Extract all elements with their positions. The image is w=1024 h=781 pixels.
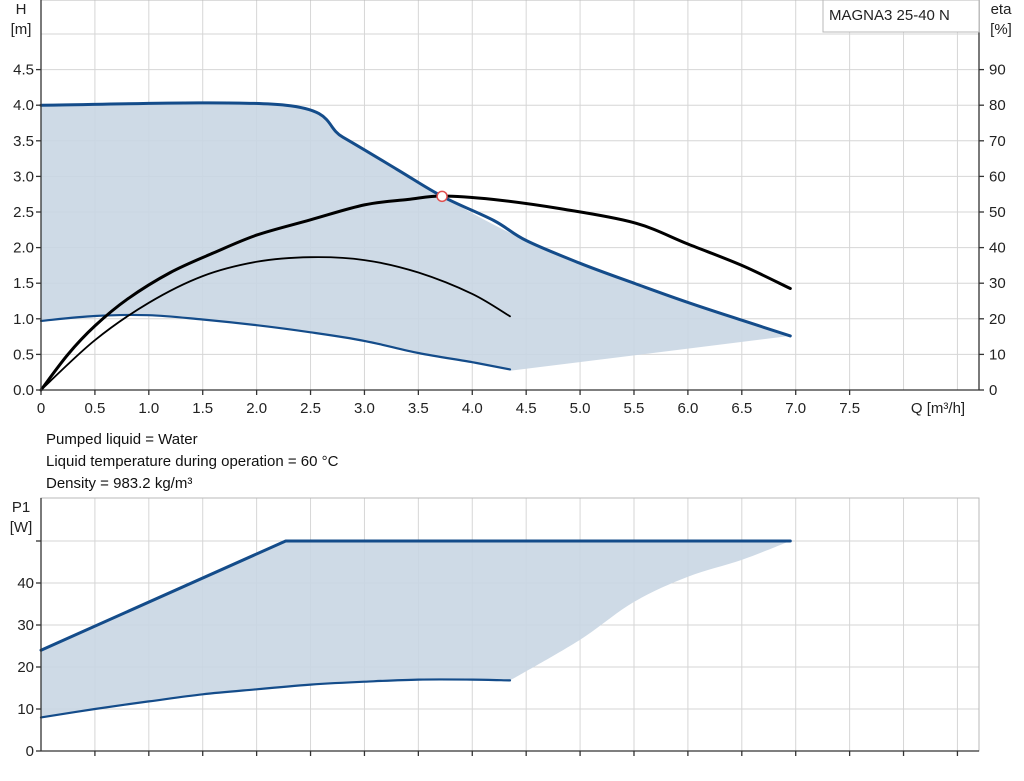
power-y-tick-label: 0 [26,743,34,760]
min-curve-line [39,313,512,371]
power-y-tick-label: 20 [17,659,34,676]
model-title: MAGNA3 25-40 N [829,7,950,24]
y2-axis-label-line-1: eta [991,1,1013,18]
y2-tick-label: 20 [989,311,1006,328]
head-operating-area [41,102,791,371]
x-tick-label: 6.5 [731,400,752,417]
x-tick-label: 5.5 [624,400,645,417]
power-operating-area [41,541,791,718]
max-power-line [39,539,792,652]
power-y-tick-label: 40 [17,575,34,592]
x-tick-label: 0.5 [84,400,105,417]
efficiency-min-line [40,256,511,391]
head-efficiency-chart: 0 0.5 1.0 1.5 2.0 2.5 3.0 3.5 4.0 4.5 5.0 5.5 6.0 6.5… [11,0,1013,417]
power-y-tick-label: 30 [17,617,34,634]
y2-tick-label: 30 [989,275,1006,292]
power-y-tick-label: 10 [17,701,34,718]
y-tick-label: 2.5 [13,204,34,221]
y-axis-label-line-2: [m] [11,21,32,38]
x-tick-label: 7.0 [785,400,806,417]
x-tick-label: 3.5 [408,400,429,417]
x-tick-label: 5.0 [570,400,591,417]
power-y-axis-label-line-2: [W] [10,519,33,536]
y2-tick-label: 70 [989,133,1006,150]
power-plot-frame [40,497,980,752]
power-grid [41,498,979,751]
power-y-axis-label-line-1: P1 [12,499,30,516]
x-tick-label: 7.5 [839,400,860,417]
pumped-liquid-text: Pumped liquid = Water [46,431,198,448]
x-tick-label: 4.0 [462,400,483,417]
y2-axis-label-line-2: [%] [990,21,1012,38]
y-tick-label: 3.5 [13,133,34,150]
x-tick-label: 4.5 [516,400,537,417]
max-curve-line [39,101,792,338]
x-tick-label: 0 [37,400,45,417]
y-tick-label: 4.5 [13,62,34,79]
x-axis-label: Q [m³/h] [911,400,965,417]
efficiency-max-line [39,194,792,392]
y2-tick-label: 80 [989,97,1006,114]
x-tick-label: 3.0 [354,400,375,417]
x-tick-label: 2.5 [300,400,321,417]
x-tick-label: 2.0 [246,400,267,417]
min-power-line [39,678,512,719]
y2-tick-label: 40 [989,240,1006,257]
y2-tick-label: 10 [989,346,1006,363]
y2-tick-label: 0 [989,382,997,399]
y-axis-label-line-1: H [16,1,27,18]
y-tick-label: 0.0 [13,382,34,399]
liquid-temperature-text: Liquid temperature during operation = 60… [46,453,339,470]
y2-tick-label: 50 [989,204,1006,221]
x-tick-label: 6.0 [677,400,698,417]
y2-tick-label: 90 [989,62,1006,79]
y-tick-label: 0.5 [13,346,34,363]
y2-tick-label: 60 [989,168,1006,185]
x-tick-label: 1.0 [138,400,159,417]
y-tick-label: 4.0 [13,97,34,114]
y-tick-label: 2.0 [13,240,34,257]
y-tick-label: 3.0 [13,168,34,185]
y-tick-label: 1.5 [13,275,34,292]
y-tick-label: 1.0 [13,311,34,328]
x-tick-label: 1.5 [192,400,213,417]
density-text: Density = 983.2 kg/m³ [46,475,193,492]
duty-point-marker [436,190,448,203]
model-title-box [822,0,980,33]
